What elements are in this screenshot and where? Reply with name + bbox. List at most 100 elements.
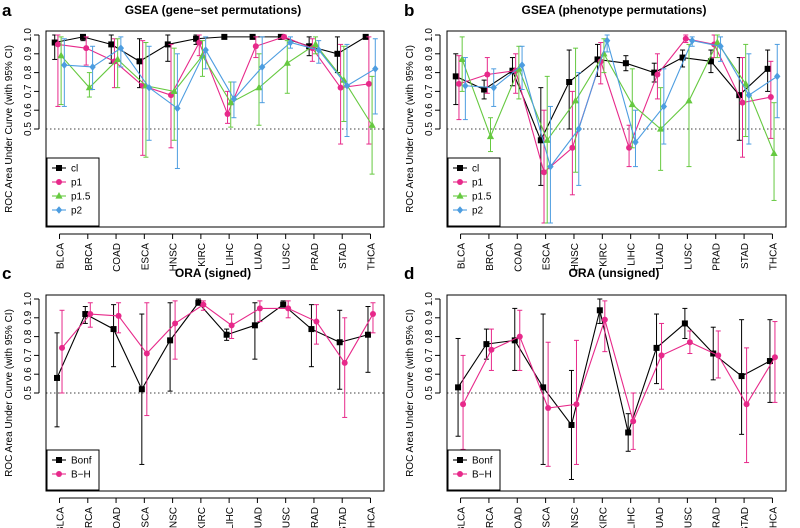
x-tick-label: LUSC bbox=[683, 243, 694, 270]
data-point bbox=[632, 138, 639, 146]
data-point bbox=[83, 45, 90, 52]
data-point bbox=[771, 354, 778, 361]
data-point bbox=[455, 384, 462, 391]
data-point bbox=[114, 55, 122, 63]
x-tick-label: PRAD bbox=[712, 243, 723, 271]
x-tick-label: COAD bbox=[513, 243, 524, 272]
x-tick-label: BLCA bbox=[457, 243, 468, 269]
data-point bbox=[745, 91, 753, 99]
x-tick-label: BRCA bbox=[485, 507, 496, 528]
data-point bbox=[717, 42, 724, 51]
legend-marker bbox=[55, 192, 63, 199]
data-point bbox=[715, 352, 722, 359]
data-point bbox=[200, 301, 207, 308]
series-BH bbox=[59, 300, 376, 418]
legend: cl p1 p1.5 p2 bbox=[46, 157, 100, 227]
legend: cl p1 p1.5 p2 bbox=[447, 157, 501, 227]
data-point bbox=[685, 96, 693, 104]
y-tick-label: 0.6 bbox=[424, 103, 435, 117]
data-point bbox=[252, 43, 259, 50]
y-tick-label: 0.6 bbox=[23, 367, 34, 381]
x-tick-label: THCA bbox=[366, 243, 377, 271]
data-point bbox=[202, 46, 209, 54]
data-point bbox=[340, 76, 348, 83]
panel-label: c bbox=[2, 264, 11, 283]
data-point bbox=[460, 401, 467, 408]
data-point bbox=[311, 40, 320, 47]
legend-box bbox=[46, 449, 100, 491]
series-Bonf bbox=[54, 298, 371, 465]
legend-label: cl bbox=[71, 164, 78, 175]
legend-label: Bonf bbox=[71, 456, 92, 467]
series-line bbox=[457, 310, 771, 435]
x-tick-label: BLCA bbox=[56, 243, 67, 269]
legend-box bbox=[447, 157, 501, 227]
data-point bbox=[543, 136, 551, 143]
data-point bbox=[136, 58, 143, 65]
panel-title: ORA (signed) bbox=[175, 266, 251, 280]
x-tick-label: KIRC bbox=[197, 243, 208, 267]
legend-label: p1.5 bbox=[472, 192, 492, 203]
y-tick-label: 0.5 bbox=[424, 386, 435, 400]
legend-marker bbox=[56, 457, 62, 463]
legend-label: B−H bbox=[472, 470, 492, 481]
x-tick-label: LUAD bbox=[655, 507, 666, 528]
data-point bbox=[547, 162, 554, 171]
data-point bbox=[89, 63, 96, 71]
x-tick-label: ESCA bbox=[140, 243, 151, 271]
y-axis-title: ROC Area Under Curve (with 95% CI) bbox=[4, 45, 15, 213]
x-tick-label: PRAD bbox=[712, 507, 723, 528]
y-tick-label: 0.9 bbox=[424, 310, 435, 324]
panel-d: d ORA (unsigned) 0.5 0.6 0.7 0.8 0.9 1.0 ROC Are… bbox=[404, 264, 787, 528]
data-point bbox=[660, 102, 668, 111]
data-point bbox=[172, 320, 179, 327]
data-point bbox=[195, 299, 202, 306]
data-point bbox=[224, 110, 231, 117]
data-point bbox=[458, 55, 466, 63]
data-point bbox=[654, 71, 661, 78]
x-tick-label: KIRC bbox=[598, 243, 609, 267]
y-tick-label: 0.7 bbox=[23, 348, 34, 362]
legend-box bbox=[46, 157, 100, 227]
legend-label: cl bbox=[472, 164, 479, 175]
data-point bbox=[658, 352, 665, 359]
data-point bbox=[145, 83, 153, 92]
data-point bbox=[343, 81, 351, 90]
y-tick-label: 0.6 bbox=[23, 103, 34, 117]
y-tick-label: 1.0 bbox=[23, 292, 34, 306]
data-point bbox=[228, 322, 235, 329]
data-point bbox=[85, 83, 93, 91]
data-point bbox=[537, 137, 544, 144]
data-point bbox=[603, 36, 611, 45]
data-point bbox=[713, 38, 721, 46]
data-point bbox=[484, 71, 491, 78]
legend-label: p1 bbox=[71, 178, 83, 189]
x-tick-label: COAD bbox=[513, 507, 524, 528]
legend-marker bbox=[56, 179, 62, 185]
data-point bbox=[630, 418, 637, 425]
x-tick-label: KIRC bbox=[598, 507, 609, 528]
series-p1 bbox=[54, 33, 372, 156]
data-point bbox=[79, 33, 86, 40]
y-tick-label: 0.7 bbox=[424, 84, 435, 98]
x-tick-label: LIHC bbox=[627, 507, 638, 528]
x-tick-label: LUSC bbox=[282, 243, 293, 270]
data-point bbox=[281, 33, 288, 40]
y-tick-label: 0.8 bbox=[23, 329, 34, 343]
y-tick-label: 1.0 bbox=[424, 28, 435, 42]
panel-label: d bbox=[404, 264, 414, 283]
legend-label: Bonf bbox=[472, 456, 493, 467]
x-tick-label: LUAD bbox=[253, 507, 264, 528]
data-point bbox=[686, 339, 693, 346]
data-point bbox=[362, 33, 369, 40]
x-tick-label: LUAD bbox=[253, 243, 264, 270]
y-tick-label: 0.7 bbox=[23, 84, 34, 98]
y-tick-label: 0.9 bbox=[424, 46, 435, 60]
data-point bbox=[625, 429, 632, 436]
series-line bbox=[461, 41, 775, 154]
data-point bbox=[59, 344, 66, 351]
y-axis-title: ROC Area Under Curve (with 95% CI) bbox=[405, 45, 416, 213]
series-p2 bbox=[462, 34, 781, 224]
series-line bbox=[458, 38, 771, 174]
x-tick-label: KIRC bbox=[197, 507, 208, 528]
